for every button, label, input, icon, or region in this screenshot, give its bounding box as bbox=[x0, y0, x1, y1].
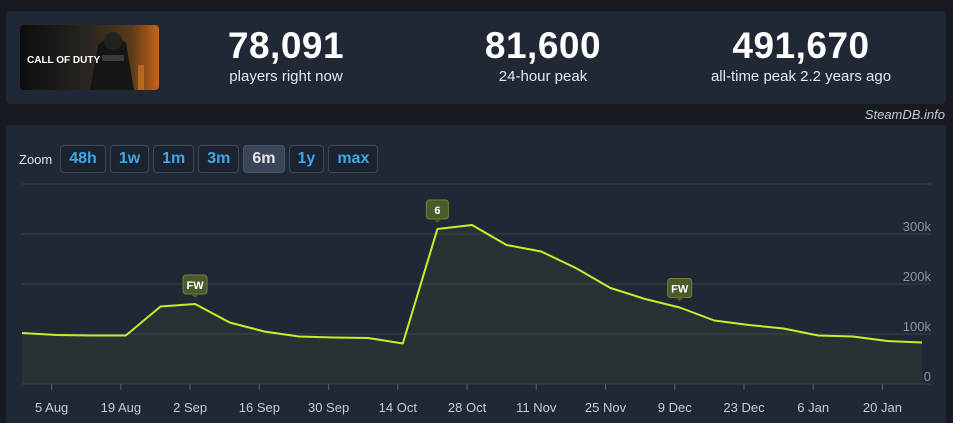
x-tick-label: 30 Sep bbox=[308, 400, 349, 415]
series-area bbox=[22, 225, 922, 384]
x-tick-label: 11 Nov bbox=[516, 400, 557, 415]
x-tick-label: 9 Dec bbox=[658, 400, 692, 415]
data-point bbox=[713, 320, 715, 322]
data-point bbox=[540, 251, 542, 253]
x-tick-label: 23 Dec bbox=[723, 400, 765, 415]
chart-card: Zoom 48h 1w 1m 3m 6m 1y max bbox=[6, 125, 946, 423]
x-tick-label: 25 Nov bbox=[585, 400, 627, 415]
annotation-pointer bbox=[191, 294, 200, 298]
annotation-label: 6 bbox=[434, 205, 440, 217]
x-tick-label: 5 Aug bbox=[35, 400, 68, 415]
peak-24h-label: 24-hour peak bbox=[498, 68, 588, 85]
x-tick-label: 19 Aug bbox=[101, 400, 142, 415]
annotation-label: FW bbox=[187, 280, 205, 292]
data-point bbox=[298, 336, 300, 338]
data-point bbox=[125, 335, 127, 337]
data-point bbox=[194, 303, 196, 305]
y-tick-label: 0 bbox=[924, 369, 931, 384]
data-point bbox=[56, 334, 58, 336]
x-tick-label: 14 Oct bbox=[379, 400, 418, 415]
game-logo-image: CALL OF DUTY bbox=[20, 25, 159, 90]
data-point bbox=[21, 332, 23, 334]
data-point bbox=[263, 331, 265, 333]
x-tick-label: 6 Jan bbox=[797, 400, 829, 415]
data-point bbox=[644, 298, 646, 300]
steamdb-watermark[interactable]: SteamDB.info bbox=[864, 107, 945, 122]
alltime-peak-value: 491,670 bbox=[732, 25, 870, 66]
zoom-controls: Zoom 48h 1w 1m 3m 6m 1y max bbox=[19, 145, 379, 173]
zoom-1m-button[interactable]: 1m bbox=[153, 145, 195, 173]
stats-card: CALL OF DUTY 78,091 players right now 81… bbox=[6, 11, 946, 104]
zoom-3m-button[interactable]: 3m bbox=[198, 145, 240, 173]
stat-alltime-peak: 491,670 all-time peak 2.2 years ago bbox=[696, 25, 906, 86]
game-header-image[interactable]: CALL OF DUTY bbox=[20, 25, 159, 90]
data-point bbox=[610, 287, 612, 289]
x-tick-label: 2 Sep bbox=[173, 400, 207, 415]
zoom-1w-button[interactable]: 1w bbox=[109, 145, 150, 173]
current-players-value: 78,091 bbox=[227, 25, 345, 66]
data-point bbox=[748, 324, 750, 326]
annotation-marker: FW bbox=[667, 278, 693, 302]
data-point bbox=[367, 337, 369, 339]
data-point bbox=[436, 228, 438, 230]
zoom-max-button[interactable]: max bbox=[328, 145, 379, 173]
player-count-chart[interactable]: 0 100k 200k 300k 5 Aug 19 Aug 2 Sep 16 Sep 30 Se… bbox=[0, 125, 953, 423]
data-point bbox=[229, 322, 231, 324]
x-tick-label: 28 Oct bbox=[448, 400, 487, 415]
data-point bbox=[886, 340, 888, 342]
data-point bbox=[471, 224, 473, 226]
zoom-48h-button[interactable]: 48h bbox=[60, 145, 106, 173]
y-tick-label: 100k bbox=[903, 319, 932, 334]
annotation-label: FW bbox=[671, 284, 689, 296]
data-point bbox=[679, 307, 681, 309]
stat-current-players: 78,091 players right now bbox=[216, 25, 356, 86]
series-line bbox=[21, 224, 923, 345]
annotation-marker: FW bbox=[182, 274, 208, 298]
data-point bbox=[90, 335, 92, 337]
data-point bbox=[160, 306, 162, 308]
data-point bbox=[852, 336, 854, 338]
data-point bbox=[817, 335, 819, 337]
current-players-label: players right now bbox=[229, 68, 343, 85]
alltime-peak-label: all-time peak 2.2 years ago bbox=[710, 68, 892, 85]
data-point bbox=[575, 267, 577, 269]
data-point bbox=[783, 328, 785, 330]
data-point bbox=[921, 342, 923, 344]
annotation-marker: 6 bbox=[425, 199, 449, 223]
data-point bbox=[506, 244, 508, 246]
data-point bbox=[333, 337, 335, 339]
annotation-pointer bbox=[675, 297, 684, 302]
y-tick-label: 200k bbox=[903, 269, 932, 284]
y-tick-label: 300k bbox=[903, 219, 932, 234]
data-point bbox=[402, 343, 404, 345]
zoom-6m-button[interactable]: 6m bbox=[243, 145, 285, 173]
stat-24h-peak: 81,600 24-hour peak bbox=[468, 25, 618, 86]
zoom-label: Zoom bbox=[19, 151, 53, 167]
x-tick-label: 20 Jan bbox=[863, 400, 902, 415]
zoom-1y-button[interactable]: 1y bbox=[288, 145, 325, 173]
x-tick-label: 16 Sep bbox=[239, 400, 280, 415]
peak-24h-value: 81,600 bbox=[484, 25, 602, 66]
annotation-pointer bbox=[433, 219, 442, 223]
game-logo-text: CALL OF DUTY bbox=[27, 55, 100, 66]
